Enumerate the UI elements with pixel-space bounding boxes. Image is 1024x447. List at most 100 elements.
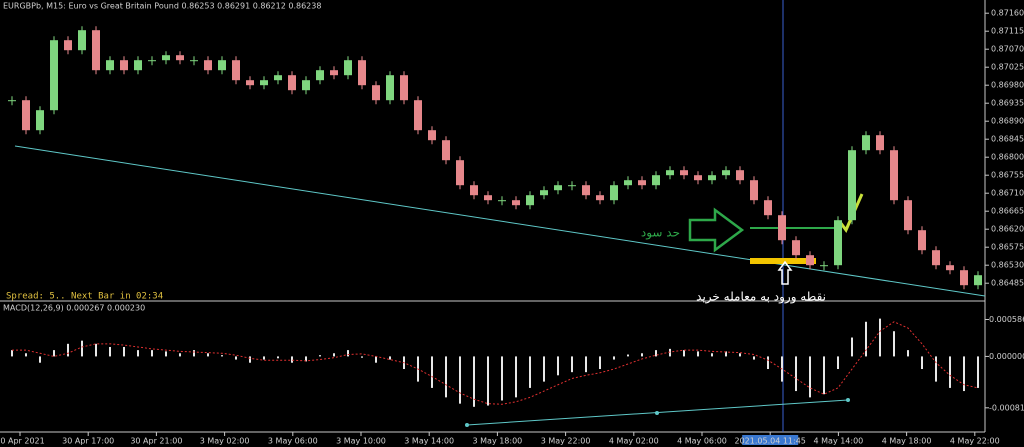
candle bbox=[946, 265, 954, 271]
candle bbox=[876, 135, 884, 151]
macd-bar bbox=[641, 353, 643, 357]
candle bbox=[316, 70, 324, 81]
trend-line bbox=[14, 145, 986, 297]
y2-tick-label: 0.000586 bbox=[989, 315, 1024, 324]
macd-bar bbox=[291, 356, 293, 363]
candle bbox=[358, 60, 366, 86]
macd-bar bbox=[767, 356, 769, 370]
candle bbox=[708, 175, 716, 181]
candle bbox=[302, 80, 310, 91]
macd-bar bbox=[25, 353, 27, 357]
candle bbox=[204, 60, 212, 71]
macd-bar bbox=[725, 351, 727, 357]
macd-bar bbox=[753, 356, 755, 360]
macd-bar bbox=[739, 353, 741, 357]
target-arrow bbox=[688, 207, 745, 253]
macd-bar bbox=[445, 356, 447, 398]
macd-bar bbox=[263, 356, 265, 360]
macd-bar bbox=[193, 350, 195, 357]
candle bbox=[834, 220, 842, 266]
macd-bar bbox=[95, 343, 97, 357]
y-tick-label: 0.86890 bbox=[991, 117, 1024, 126]
macd-bar bbox=[165, 351, 167, 357]
candle bbox=[890, 150, 898, 201]
candle bbox=[666, 170, 674, 176]
macd-bar bbox=[375, 356, 377, 363]
candle bbox=[330, 70, 338, 76]
macd-bar bbox=[151, 350, 153, 357]
x-tick-label: 30 Apr 2021 bbox=[0, 437, 45, 446]
x-tick-label: 4 May 18:00 bbox=[882, 437, 932, 446]
candle bbox=[722, 170, 730, 176]
candle bbox=[498, 200, 506, 202]
x-tick-label: 3 May 14:00 bbox=[404, 437, 454, 446]
macd-bar bbox=[431, 356, 433, 388]
macd-bar bbox=[599, 356, 601, 370]
y-tick-label: 0.86665 bbox=[991, 207, 1024, 216]
trend-dot bbox=[846, 398, 850, 402]
macd-bar bbox=[501, 356, 503, 401]
take-profit-label: حد سود bbox=[641, 226, 680, 241]
candle bbox=[848, 150, 856, 221]
candle bbox=[218, 60, 226, 71]
macd-bar bbox=[249, 356, 251, 363]
candle bbox=[694, 175, 702, 181]
candle bbox=[624, 180, 632, 186]
macd-bar bbox=[949, 356, 951, 388]
candle bbox=[750, 180, 758, 201]
macd-bar bbox=[711, 353, 713, 357]
candle bbox=[526, 195, 534, 206]
candle bbox=[78, 30, 86, 51]
entry-arrow bbox=[777, 260, 793, 285]
y-tick-label: 0.86935 bbox=[991, 99, 1024, 108]
candle bbox=[288, 75, 296, 91]
candle bbox=[862, 135, 870, 151]
macd-bar bbox=[683, 350, 685, 357]
candle bbox=[792, 240, 800, 256]
macd-bar bbox=[67, 343, 69, 357]
y2-tick-label: 0.000000 bbox=[989, 352, 1024, 361]
candle bbox=[904, 200, 912, 231]
spread-info: Spread: 5.. Next Bar in 02:34 bbox=[6, 292, 163, 302]
macd-bar bbox=[319, 355, 321, 357]
candle bbox=[162, 55, 170, 61]
macd-bar bbox=[795, 356, 797, 392]
candle bbox=[428, 130, 436, 141]
macd-bar bbox=[837, 356, 839, 370]
candle bbox=[638, 180, 646, 186]
trend-dot bbox=[655, 411, 659, 415]
x-tick-label: 3 May 18:00 bbox=[473, 437, 523, 446]
candle bbox=[470, 185, 478, 196]
candle bbox=[134, 60, 142, 71]
macd-bar bbox=[893, 331, 895, 357]
x-tick-label: 4 May 06:00 bbox=[677, 437, 727, 446]
macd-signal bbox=[12, 321, 979, 405]
macd-bar bbox=[137, 350, 139, 357]
candle bbox=[400, 75, 408, 101]
macd-bar bbox=[963, 356, 965, 392]
y-tick-label: 0.86575 bbox=[991, 243, 1024, 252]
x-tick-label: 3 May 10:00 bbox=[336, 437, 386, 446]
candle bbox=[806, 255, 814, 266]
candle bbox=[414, 100, 422, 131]
macd-bar bbox=[109, 346, 111, 357]
y-tick-label: 0.86530 bbox=[991, 261, 1024, 270]
macd-bar bbox=[543, 356, 545, 382]
y-tick-label: 0.86800 bbox=[991, 153, 1024, 162]
candle bbox=[148, 60, 156, 62]
candle bbox=[176, 55, 184, 61]
candle bbox=[932, 250, 940, 266]
candle bbox=[736, 170, 744, 181]
macd-bar bbox=[347, 350, 349, 357]
entry-label: نقطه ورود به معامله خرید bbox=[696, 290, 826, 305]
macd-bar bbox=[221, 355, 223, 357]
macd-bar bbox=[809, 356, 811, 398]
candle bbox=[190, 60, 198, 62]
entry-bar bbox=[750, 258, 816, 264]
macd-bar bbox=[697, 351, 699, 357]
candle bbox=[386, 75, 394, 101]
macd-bar bbox=[977, 356, 979, 388]
macd-bar bbox=[487, 356, 489, 406]
